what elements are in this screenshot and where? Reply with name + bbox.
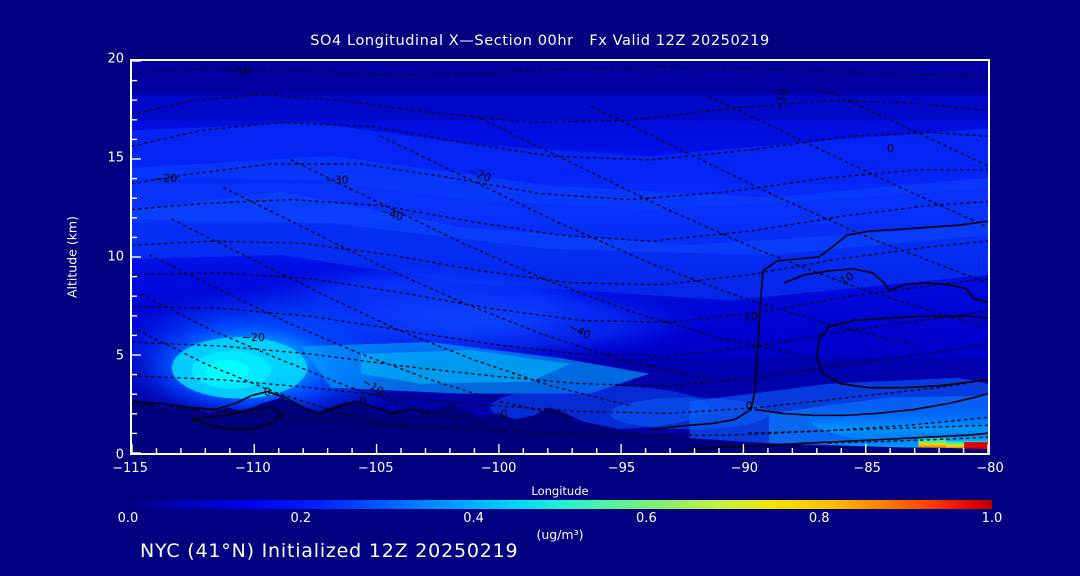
x-tick-label: −115 [112,461,148,476]
footer-caption: NYC (41°N) Initialized 12Z 20250219 [140,540,519,562]
svg-text:10: 10 [744,310,758,323]
colorbar-units-label: (ug/m³) [536,527,584,542]
axis-tick-marks [132,61,988,453]
solid-contours [133,220,988,450]
y-tick-label: 5 [115,348,124,364]
field-shading: −10 −20 −30 −40 −20 −10 0 −40 −20 10 −10… [132,61,988,453]
y-axis-label: Altitude (km) [64,216,80,298]
colorbar-tick-label: 0.4 [463,511,484,526]
colorbar-tick-label: 0.0 [117,511,139,526]
colorbar-ticks: 0.0 0.2 0.4 0.6 0.8 1.0 [118,511,1003,529]
y-tick-label: 20 [107,51,124,67]
x-tick-label: −100 [480,461,517,476]
colorbar[interactable] [128,500,992,509]
svg-text:10: 10 [838,270,857,288]
y-tick-label: 15 [107,150,124,166]
y-tick-label: 0 [115,447,124,463]
svg-text:−20: −20 [154,172,177,185]
page-title: SO4 Longitudinal X—Section 00hr Fx Valid… [310,33,770,49]
x-tick-label: −80 [976,461,1004,476]
x-tick-label: −105 [357,461,394,476]
x-tick-label: −110 [234,461,271,476]
x-axis: −115 −110 −105 −100 −95 −90 −85 −80 [112,461,1004,481]
svg-text:0: 0 [501,407,508,420]
svg-text:−30: −30 [325,174,348,187]
svg-text:0: 0 [264,386,271,399]
y-axis: 0 5 10 15 20 [88,52,124,463]
cross-section-plot[interactable]: −10 −20 −30 −40 −20 −10 0 −40 −20 10 −10… [130,59,990,455]
x-tick-label: −85 [853,461,881,476]
x-tick-label: −95 [607,461,636,476]
svg-text:0: 0 [746,399,753,412]
x-axis-label: Longitude [531,484,589,498]
svg-text:−10: −10 [228,65,251,78]
svg-text:−10: −10 [773,87,791,112]
so4-concentration-field: −10 −20 −30 −40 −20 −10 0 −40 −20 10 −10… [132,61,988,453]
svg-text:0: 0 [887,142,894,155]
dotted-contours [132,66,988,444]
svg-text:0: 0 [359,395,366,408]
colorbar-tick-label: 1.0 [981,511,1003,526]
y-tick-label: 10 [107,249,124,265]
x-tick-label: −90 [730,461,758,476]
colorbar-tick-label: 0.8 [808,511,830,526]
colorbar-tick-label: 0.6 [636,511,657,526]
colorbar-tick-label: 0.2 [290,511,312,526]
svg-text:−20: −20 [242,331,265,344]
